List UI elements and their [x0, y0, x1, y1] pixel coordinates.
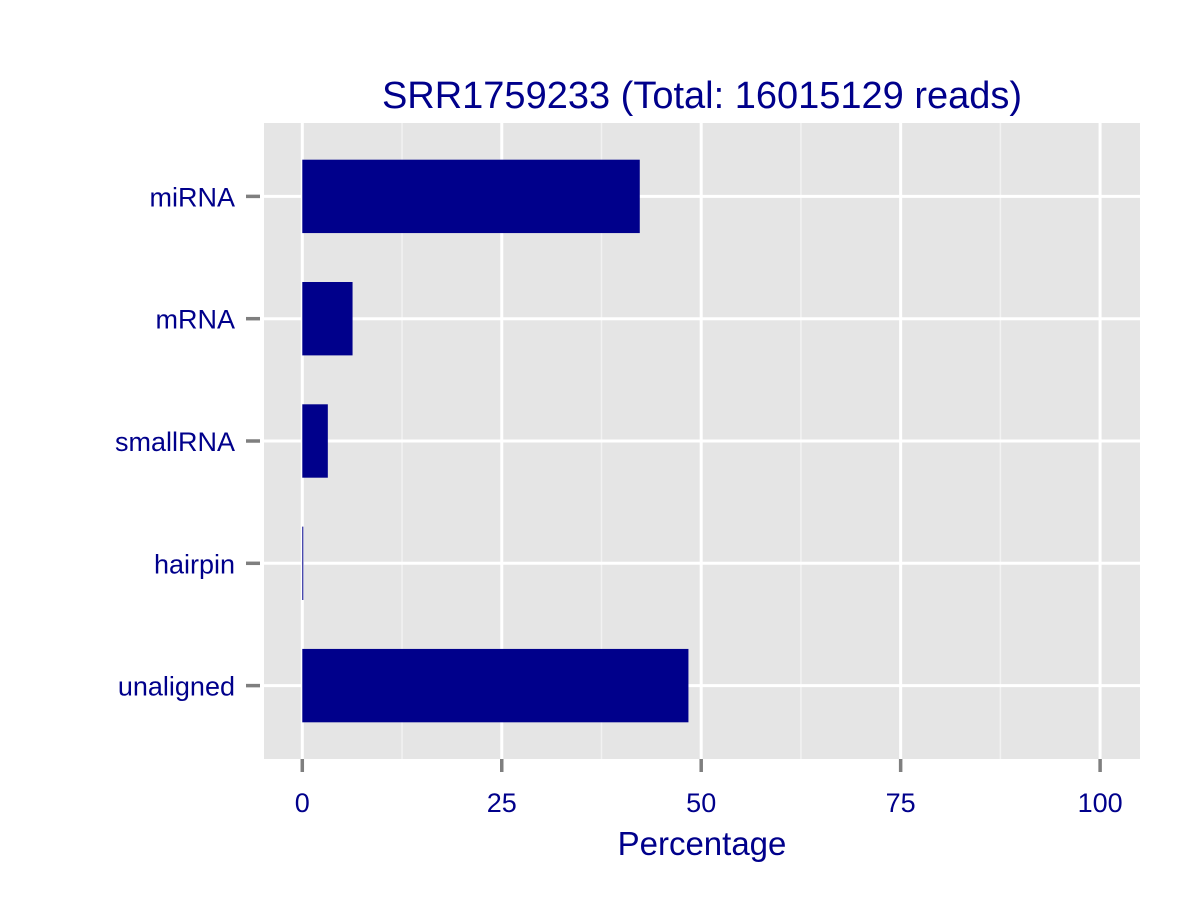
bar-unaligned — [302, 648, 689, 723]
grid-lines — [264, 123, 1140, 759]
x-axis-title: Percentage — [618, 825, 787, 862]
bar-miRNA — [302, 159, 640, 234]
x-tick-label: 100 — [1078, 788, 1123, 818]
y-tick-label: smallRNA — [115, 427, 235, 457]
x-tick-label: 50 — [686, 788, 716, 818]
bar-hairpin — [302, 526, 304, 600]
x-tick-label: 0 — [295, 788, 310, 818]
chart-title: SRR1759233 (Total: 16015129 reads) — [382, 75, 1022, 117]
y-tick-label: unaligned — [118, 672, 235, 702]
y-axis: miRNA mRNA smallRNA hairpin unaligned — [115, 182, 260, 702]
y-tick-label: miRNA — [150, 182, 236, 212]
x-axis: 0 25 50 75 100 — [295, 759, 1123, 818]
y-tick-label: mRNA — [156, 305, 236, 335]
bar-smallRNA — [302, 404, 328, 478]
bar-mRNA — [302, 282, 353, 356]
x-tick-label: 25 — [487, 788, 517, 818]
x-tick-label: 75 — [886, 788, 916, 818]
y-tick-label: hairpin — [154, 549, 235, 579]
bars — [302, 159, 689, 723]
